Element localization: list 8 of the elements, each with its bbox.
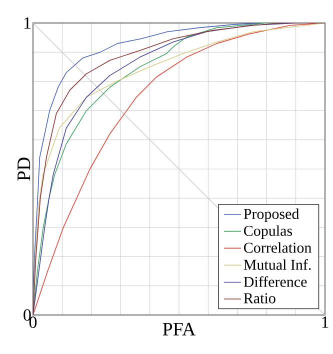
legend-label: Proposed <box>244 208 300 222</box>
x-axis-title: PFA <box>163 322 196 336</box>
legend-label: Mutual Inf. <box>244 259 311 270</box>
legend-label: Copulas <box>244 225 292 239</box>
legend-label: Ratio <box>244 293 276 304</box>
legend-label: Correlation <box>244 242 312 253</box>
legend-label: Difference <box>244 276 307 287</box>
y-axis-title: PD <box>18 158 30 181</box>
